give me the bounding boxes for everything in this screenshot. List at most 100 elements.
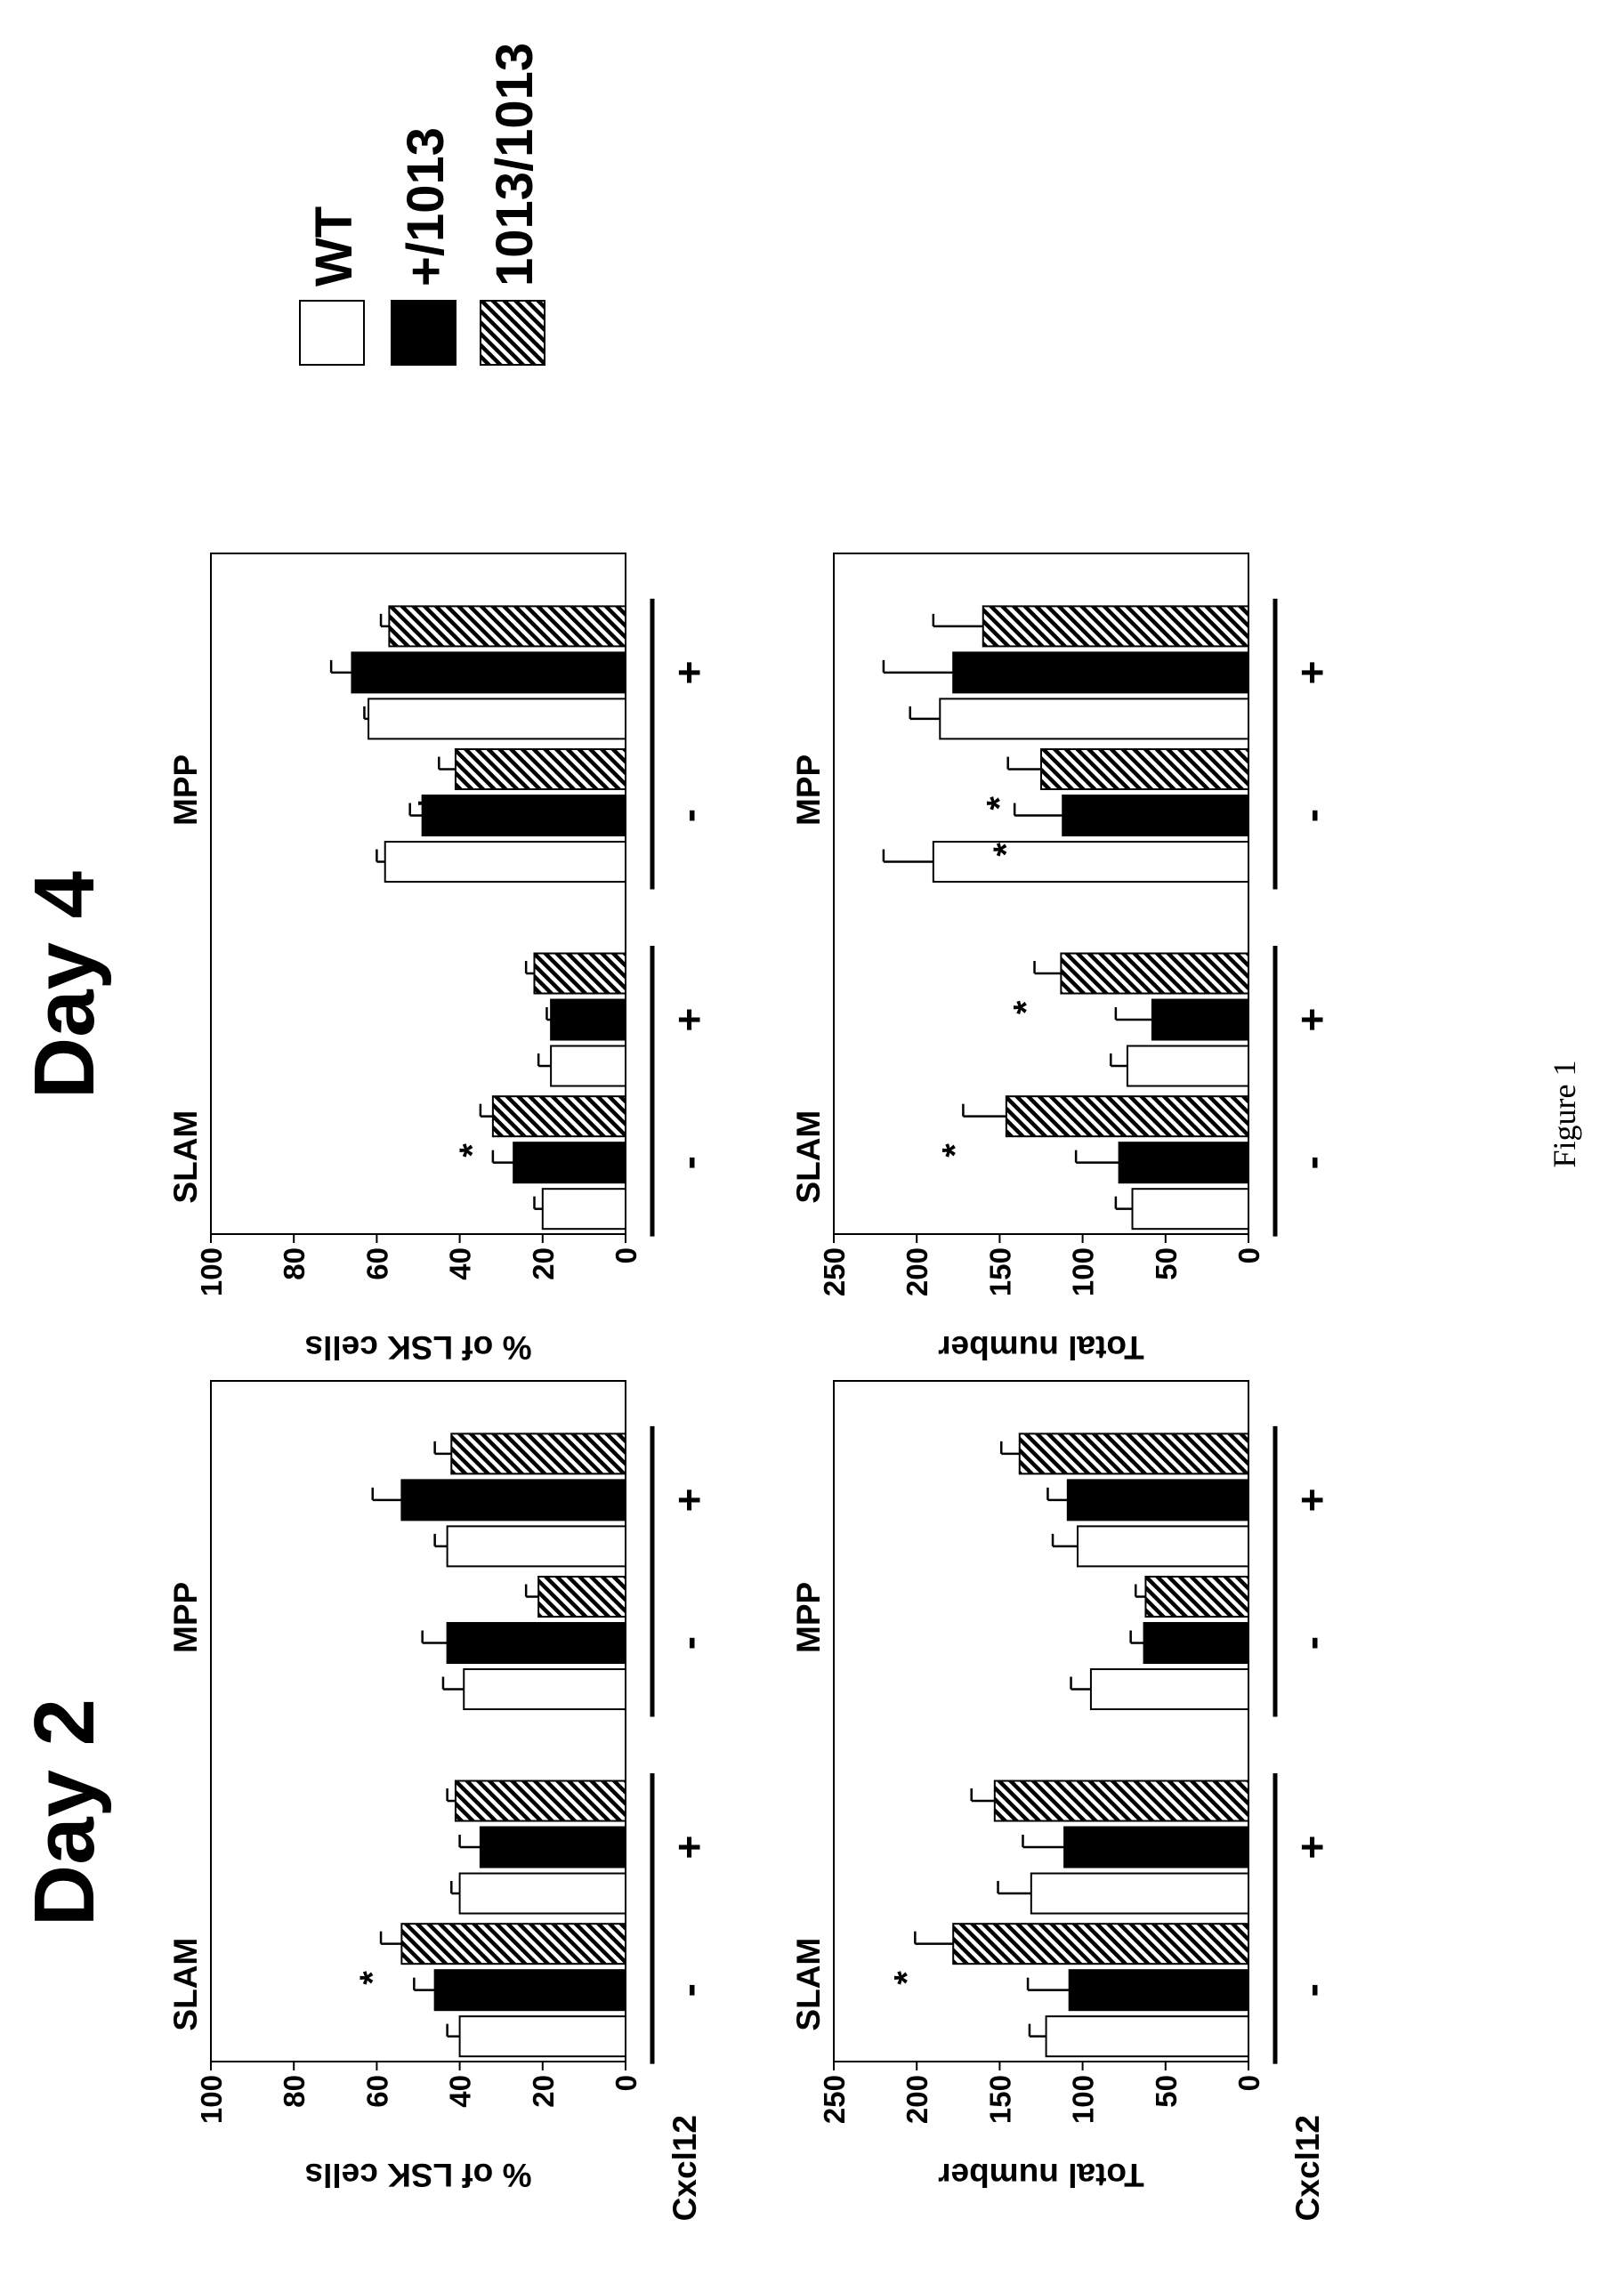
bar-hom	[993, 1780, 1249, 1822]
bar-hom	[454, 748, 626, 791]
group-label: MPP	[167, 1582, 204, 1653]
bar-wt	[932, 841, 1249, 884]
y-axis-label: Total number	[938, 1329, 1144, 1366]
bar-hom	[388, 605, 626, 648]
cxcl12-state: +	[666, 1488, 712, 1512]
bar-het	[1151, 998, 1249, 1041]
legend-label-het: +/1013	[397, 127, 455, 287]
y-tick-label: 0	[610, 1247, 642, 1263]
bar-wt	[463, 1668, 627, 1711]
legend-label-wt: WT	[305, 206, 363, 287]
legend: WT +/1013 1013/1013	[299, 43, 545, 366]
bar-wt	[1126, 1045, 1249, 1087]
legend-swatch-hom	[480, 300, 545, 366]
bar-hom	[1060, 952, 1250, 995]
day2-title: Day 2	[17, 1699, 112, 1926]
y-tick-label: 20	[527, 1247, 560, 1280]
bar-wt	[368, 698, 626, 740]
cxcl12-label-bottom: Cxcl12	[1289, 2115, 1326, 2221]
day4-title: Day 4	[17, 871, 112, 1099]
group-label: SLAM	[167, 1110, 204, 1204]
cxcl12-state: +	[666, 1836, 712, 1860]
bar-wt	[458, 1872, 626, 1915]
y-tick-label: 200	[901, 2075, 933, 2124]
rotated-figure: Day 2 Day 4 0 20 40 60 80 100 % of LSK cells - +…	[17, 43, 1582, 2221]
cxcl12-state: -	[1289, 1983, 1335, 1997]
bar-hom	[454, 1780, 626, 1822]
y-tick-label: 0	[1232, 1247, 1265, 1263]
y-tick-label: 20	[527, 2075, 560, 2108]
bar-het	[513, 1142, 626, 1184]
bar-wt	[1030, 1872, 1250, 1915]
y-tick-label: 150	[983, 1247, 1016, 1296]
bar-hom	[952, 1923, 1249, 1965]
y-tick-label: 50	[1150, 1247, 1183, 1280]
y-tick-label: 150	[983, 2075, 1016, 2124]
legend-swatch-het	[391, 300, 456, 366]
significance-star: *	[887, 1971, 926, 1985]
cxcl12-state: -	[1289, 1636, 1335, 1650]
bar-hom	[1005, 1095, 1249, 1138]
cxcl12-state: +	[1289, 1836, 1335, 1860]
bar-het	[550, 998, 626, 1041]
y-tick-label: 40	[444, 1247, 477, 1280]
cxcl12-label-top: Cxcl12	[667, 2115, 703, 2221]
group-label: SLAM	[790, 1110, 827, 1204]
bar-hom	[1144, 1576, 1250, 1618]
bar-het	[952, 651, 1249, 694]
cxcl12-state: +	[666, 660, 712, 684]
bar-het	[1143, 1622, 1249, 1665]
figure-caption: Figure 1	[1547, 1061, 1582, 1168]
cxcl12-state: +	[1289, 1008, 1335, 1032]
bar-het	[400, 1479, 626, 1521]
significance-star: *	[353, 1971, 392, 1985]
group-label: SLAM	[167, 1938, 204, 2031]
bar-het	[1063, 1826, 1249, 1868]
bar-hom	[537, 1576, 627, 1618]
bar-wt	[458, 2015, 626, 2058]
y-tick-label: 60	[360, 2075, 393, 2108]
cxcl12-state: +	[1289, 660, 1335, 684]
significance-star: *	[498, 1624, 537, 1638]
legend-label-hom: 1013/1013	[486, 43, 544, 287]
bar-hom	[533, 952, 626, 995]
chart-day4-percent-lsk: 0 20 40 60 80 100 % of LSK cells - + - + * * SLAM MPP	[167, 553, 712, 1366]
y-tick-label: 0	[1232, 2075, 1265, 2091]
y-tick-label: 100	[195, 2075, 228, 2124]
y-tick-label: 40	[444, 2075, 477, 2108]
bar-hom	[491, 1095, 626, 1138]
bar-wt	[1045, 2015, 1250, 2058]
bar-het	[421, 795, 626, 837]
bar-wt	[446, 1525, 626, 1568]
plot-frame	[833, 1380, 1249, 2062]
y-tick-label: 250	[818, 1247, 851, 1296]
significance-star: *	[987, 843, 1026, 857]
cxcl12-state: -	[1289, 1156, 1335, 1169]
bar-wt	[384, 841, 626, 884]
y-tick-label: 250	[818, 2075, 851, 2124]
group-label: MPP	[790, 1582, 827, 1653]
y-tick-label: 80	[278, 2075, 311, 2108]
cxcl12-state: -	[666, 1156, 712, 1169]
bar-hom	[450, 1433, 626, 1475]
y-tick-label: 100	[1067, 1247, 1100, 1296]
bar-het	[1062, 795, 1250, 837]
bar-wt	[939, 698, 1250, 740]
significance-star: *	[935, 1143, 974, 1158]
y-tick-label: 100	[195, 1247, 228, 1296]
significance-star: *	[453, 1143, 492, 1158]
y-axis-label: % of LSK cells	[305, 2157, 532, 2193]
bar-hom	[1018, 1433, 1249, 1475]
cxcl12-state: -	[666, 809, 712, 822]
cxcl12-state: +	[666, 1008, 712, 1032]
cxcl12-state: -	[666, 1983, 712, 1997]
cxcl12-state: -	[1289, 809, 1335, 822]
bar-wt	[550, 1045, 626, 1087]
plot-frame	[833, 553, 1249, 1235]
chart-day2-total-number: 0 50 100 150 200 250 Total number - + - + * SLAM MPP	[790, 1380, 1335, 2193]
y-tick-label: 60	[360, 1247, 393, 1280]
bar-wt	[1089, 1668, 1250, 1711]
y-tick-label: 200	[901, 1247, 933, 1296]
plot-frame	[210, 553, 626, 1235]
